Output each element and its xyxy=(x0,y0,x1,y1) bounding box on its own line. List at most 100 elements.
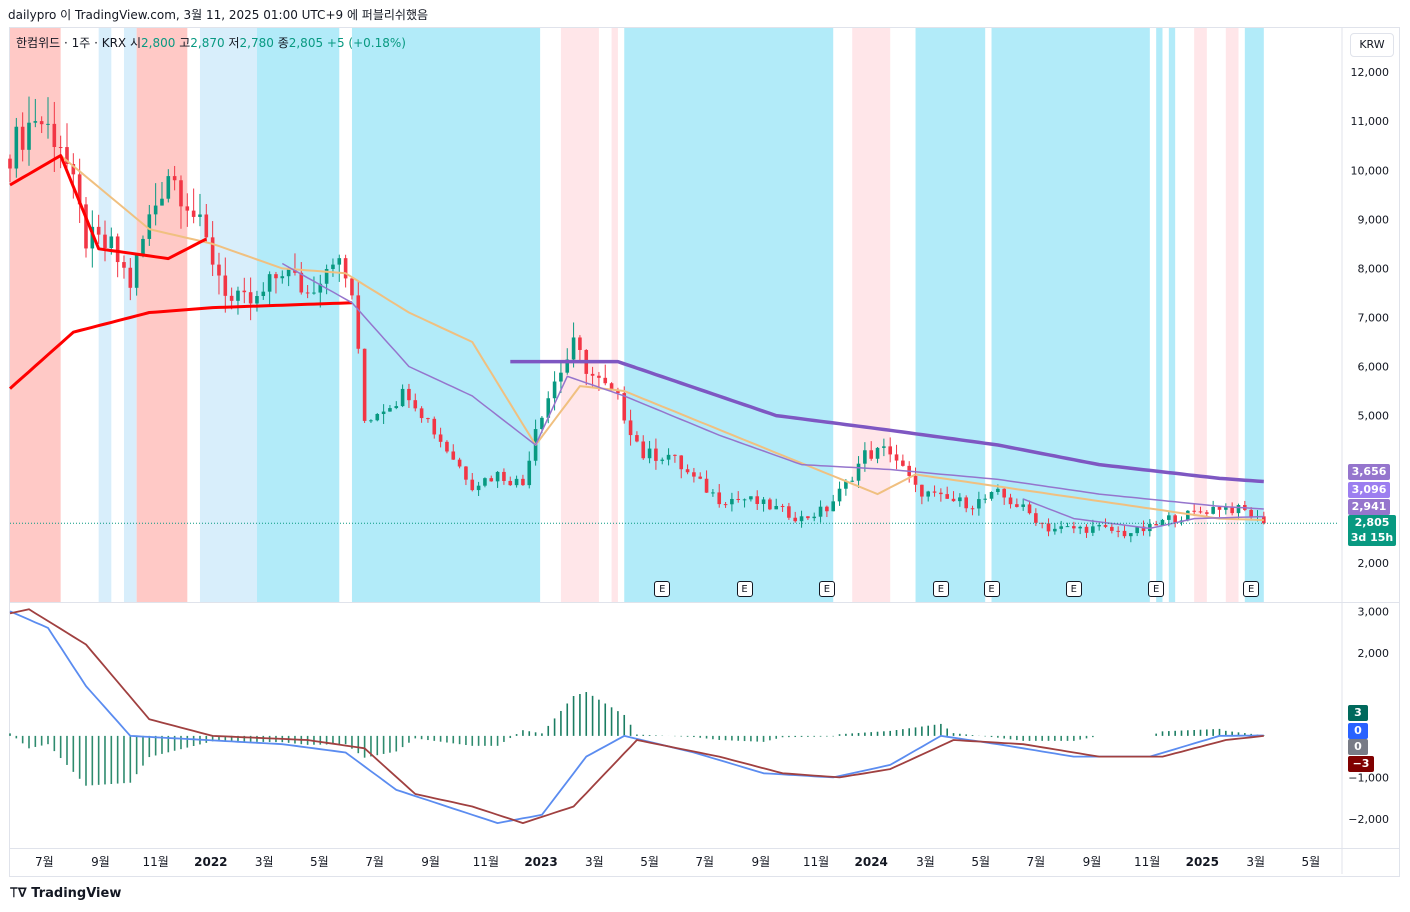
ma-long-price-tag: 3,656 xyxy=(1348,464,1390,480)
candle-body xyxy=(863,450,867,464)
candle-body xyxy=(77,174,82,205)
candle-body xyxy=(742,499,747,501)
candle-body xyxy=(578,337,582,350)
candle-body xyxy=(407,388,411,401)
candle-body xyxy=(1262,516,1266,524)
candle-body xyxy=(970,508,975,510)
candle-body xyxy=(394,406,399,409)
candle-body xyxy=(52,123,57,148)
earnings-marker[interactable]: E xyxy=(654,581,671,597)
price-tick-label: 6,000 xyxy=(1358,361,1390,374)
symbol-name[interactable]: 한컴위드 · 1주 · KRX xyxy=(16,36,127,50)
candle-body xyxy=(844,480,848,489)
candle-body xyxy=(267,274,272,292)
candle-body xyxy=(1160,519,1165,526)
candle-body xyxy=(698,476,703,479)
candle-body xyxy=(248,292,253,304)
candle-body xyxy=(901,460,905,466)
candle-body xyxy=(84,204,88,249)
candle-body xyxy=(369,420,373,422)
time-tick-label: 9월 xyxy=(752,855,771,869)
candle-body xyxy=(521,478,525,486)
candle-body xyxy=(1059,526,1063,529)
open-label: 시 xyxy=(129,36,142,50)
candle-body xyxy=(166,176,171,199)
candle-body xyxy=(280,276,285,279)
candle-body xyxy=(204,214,209,238)
candle-body xyxy=(198,214,202,217)
chart-frame xyxy=(9,27,1400,877)
candle-body xyxy=(400,388,405,407)
candle-body xyxy=(1167,515,1171,520)
time-tick-label: 3월 xyxy=(1246,855,1265,869)
earnings-marker[interactable]: E xyxy=(1243,581,1260,597)
candle-body xyxy=(160,198,164,206)
candle-body xyxy=(413,400,418,409)
candle-body xyxy=(153,205,158,215)
candle-body xyxy=(635,435,639,442)
symbol-legend: 한컴위드 · 1주 · KRX 시2,800 고2,870 저2,780 종2,… xyxy=(16,34,406,51)
candle-body xyxy=(356,295,361,349)
candle-body xyxy=(597,375,601,378)
macd-negative-tag: −3 xyxy=(1348,756,1374,772)
background-band-10 xyxy=(852,28,891,602)
earnings-marker[interactable]: E xyxy=(818,581,835,597)
time-tick-label: 5월 xyxy=(971,855,990,869)
candle-body xyxy=(1186,510,1190,521)
candle-body xyxy=(812,516,817,519)
candle-body xyxy=(1034,513,1038,523)
candle-body xyxy=(1021,504,1025,507)
earnings-marker[interactable]: E xyxy=(1148,581,1165,597)
candle-body xyxy=(109,236,114,249)
candle-body xyxy=(546,398,551,418)
earnings-marker[interactable]: E xyxy=(1065,581,1082,597)
candle-body xyxy=(983,498,987,500)
ma-tan-line xyxy=(60,154,1264,522)
candle-body xyxy=(286,269,291,277)
candle-body xyxy=(856,463,861,481)
candle-body xyxy=(850,480,855,482)
earnings-marker[interactable]: E xyxy=(932,581,949,597)
ma-short-price-tag: 2,941 xyxy=(1348,499,1390,515)
candle-body xyxy=(692,472,696,477)
macd-zero-tag: 0 xyxy=(1348,723,1368,739)
candle-body xyxy=(527,460,532,486)
candle-body xyxy=(445,441,449,452)
candle-body xyxy=(603,377,608,384)
tradingview-logo[interactable]: ⟙∇ TradingView xyxy=(10,886,121,901)
candle-body xyxy=(939,492,943,495)
candle-body xyxy=(977,499,981,509)
time-tick-label: 2023 xyxy=(524,855,557,869)
candle-body xyxy=(185,206,190,211)
background-band-7 xyxy=(560,28,599,602)
candle-body xyxy=(1211,506,1215,514)
background-band-9 xyxy=(624,28,834,602)
candle-body xyxy=(1084,526,1089,533)
candle-body xyxy=(58,147,63,149)
earnings-marker[interactable]: E xyxy=(983,581,1000,597)
candle-body xyxy=(464,466,468,480)
candle-body xyxy=(426,418,430,420)
candle-body xyxy=(1135,526,1139,534)
candle-body xyxy=(103,234,107,249)
candle-body xyxy=(1249,509,1253,518)
macd-tick-label: −1,000 xyxy=(1348,771,1389,784)
background-band-6 xyxy=(351,28,541,602)
candle-body xyxy=(945,494,949,499)
candle-body xyxy=(932,491,937,493)
time-tick-label: 11월 xyxy=(803,855,829,869)
candle-body xyxy=(147,214,152,239)
candle-body xyxy=(552,381,557,399)
close-label: 종 xyxy=(277,36,289,50)
earnings-marker[interactable]: E xyxy=(736,581,753,597)
candle-body xyxy=(324,268,329,284)
candle-body xyxy=(20,126,25,150)
candle-body xyxy=(1192,510,1196,512)
currency-button[interactable]: KRW xyxy=(1350,33,1394,57)
candle-body xyxy=(913,475,918,485)
candle-body xyxy=(1154,524,1158,526)
candle-body xyxy=(673,454,677,456)
candle-body xyxy=(793,517,798,522)
macd-tick-label: 3,000 xyxy=(1358,605,1390,618)
